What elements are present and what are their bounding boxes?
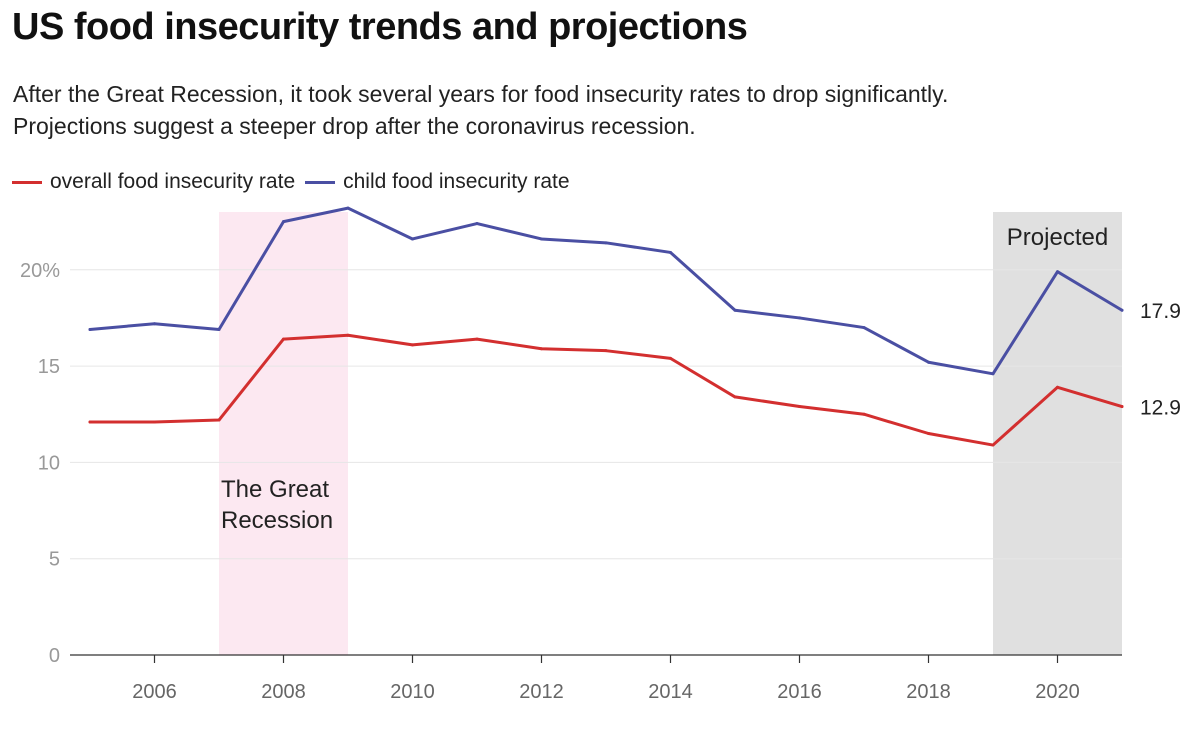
data-point-child-2016 xyxy=(798,316,801,320)
data-point-overall-2009 xyxy=(346,333,350,337)
end-label-overall: 12.9 xyxy=(1140,397,1181,420)
band-label-the-great-recession-line-2: Recession xyxy=(221,507,333,534)
legend: overall food insecurity rate child food … xyxy=(12,170,580,194)
data-point-child-2021 xyxy=(1120,308,1124,312)
data-point-overall-2016 xyxy=(798,405,801,409)
data-point-overall-2021 xyxy=(1120,405,1124,409)
data-point-child-2005 xyxy=(88,327,92,331)
data-point-child-2020 xyxy=(1056,270,1059,274)
data-point-child-2017 xyxy=(862,326,866,330)
band-label-the-great-recession-line-1: The Great xyxy=(221,476,329,503)
subtitle-line-1: After the Great Recession, it took sever… xyxy=(13,81,949,107)
data-point-overall-2011 xyxy=(475,337,479,341)
data-point-child-2018 xyxy=(927,360,930,364)
data-point-overall-2006 xyxy=(153,420,156,424)
data-point-child-2019 xyxy=(991,372,995,376)
x-tick-label-2018: 2018 xyxy=(906,681,951,703)
legend-swatch-overall xyxy=(12,180,42,184)
data-point-overall-2010 xyxy=(411,343,414,347)
data-point-child-2007 xyxy=(217,327,221,331)
data-point-overall-2013 xyxy=(604,349,608,353)
data-point-overall-2020 xyxy=(1056,385,1059,389)
legend-label-child: child food insecurity rate xyxy=(343,170,570,193)
data-point-overall-2005 xyxy=(88,420,92,424)
y-tick-label-20: 20% xyxy=(20,260,60,282)
legend-item-overall: overall food insecurity rate xyxy=(12,170,295,194)
y-tick-label-10: 10 xyxy=(38,452,60,474)
data-point-child-2006 xyxy=(153,322,156,326)
data-point-child-2009 xyxy=(346,206,350,210)
data-point-child-2015 xyxy=(733,308,737,312)
data-point-overall-2007 xyxy=(217,418,221,422)
subtitle-line-2: Projections suggest a steeper drop after… xyxy=(13,113,696,139)
x-tick-label-2008: 2008 xyxy=(261,681,306,703)
data-point-child-2014 xyxy=(669,250,672,254)
y-tick-label-5: 5 xyxy=(49,549,60,571)
data-point-overall-2019 xyxy=(991,443,995,447)
x-tick-label-2006: 2006 xyxy=(132,681,177,703)
data-point-overall-2008 xyxy=(282,337,285,341)
legend-label-overall: overall food insecurity rate xyxy=(50,170,296,193)
data-point-overall-2017 xyxy=(862,412,866,416)
x-tick-label-2016: 2016 xyxy=(777,681,822,703)
data-point-child-2010 xyxy=(411,237,414,241)
data-point-overall-2018 xyxy=(927,432,930,435)
x-tick-label-2012: 2012 xyxy=(519,681,564,703)
x-tick-label-2014: 2014 xyxy=(648,681,693,703)
data-point-child-2012 xyxy=(540,237,543,241)
legend-swatch-child xyxy=(305,180,336,184)
data-point-child-2011 xyxy=(475,222,479,226)
x-tick-label-2010: 2010 xyxy=(390,681,435,703)
data-point-child-2013 xyxy=(604,241,608,245)
chart-subtitle: After the Great Recession, it took sever… xyxy=(13,78,1193,142)
data-point-overall-2012 xyxy=(540,347,543,351)
data-point-overall-2014 xyxy=(669,356,672,360)
x-tick-label-2020: 2020 xyxy=(1035,681,1080,703)
band-projected xyxy=(993,212,1122,655)
data-point-overall-2015 xyxy=(733,395,737,399)
y-tick-label-0: 0 xyxy=(49,645,60,667)
data-point-child-2008 xyxy=(282,220,285,224)
y-tick-label-15: 15 xyxy=(38,356,60,378)
band-label-projected-line-1: Projected xyxy=(1007,224,1108,251)
end-label-child: 17.9 xyxy=(1140,300,1181,323)
legend-item-child: child food insecurity rate xyxy=(305,170,570,194)
band-the-great-recession xyxy=(219,212,348,655)
chart-title: US food insecurity trends and projection… xyxy=(12,6,748,48)
